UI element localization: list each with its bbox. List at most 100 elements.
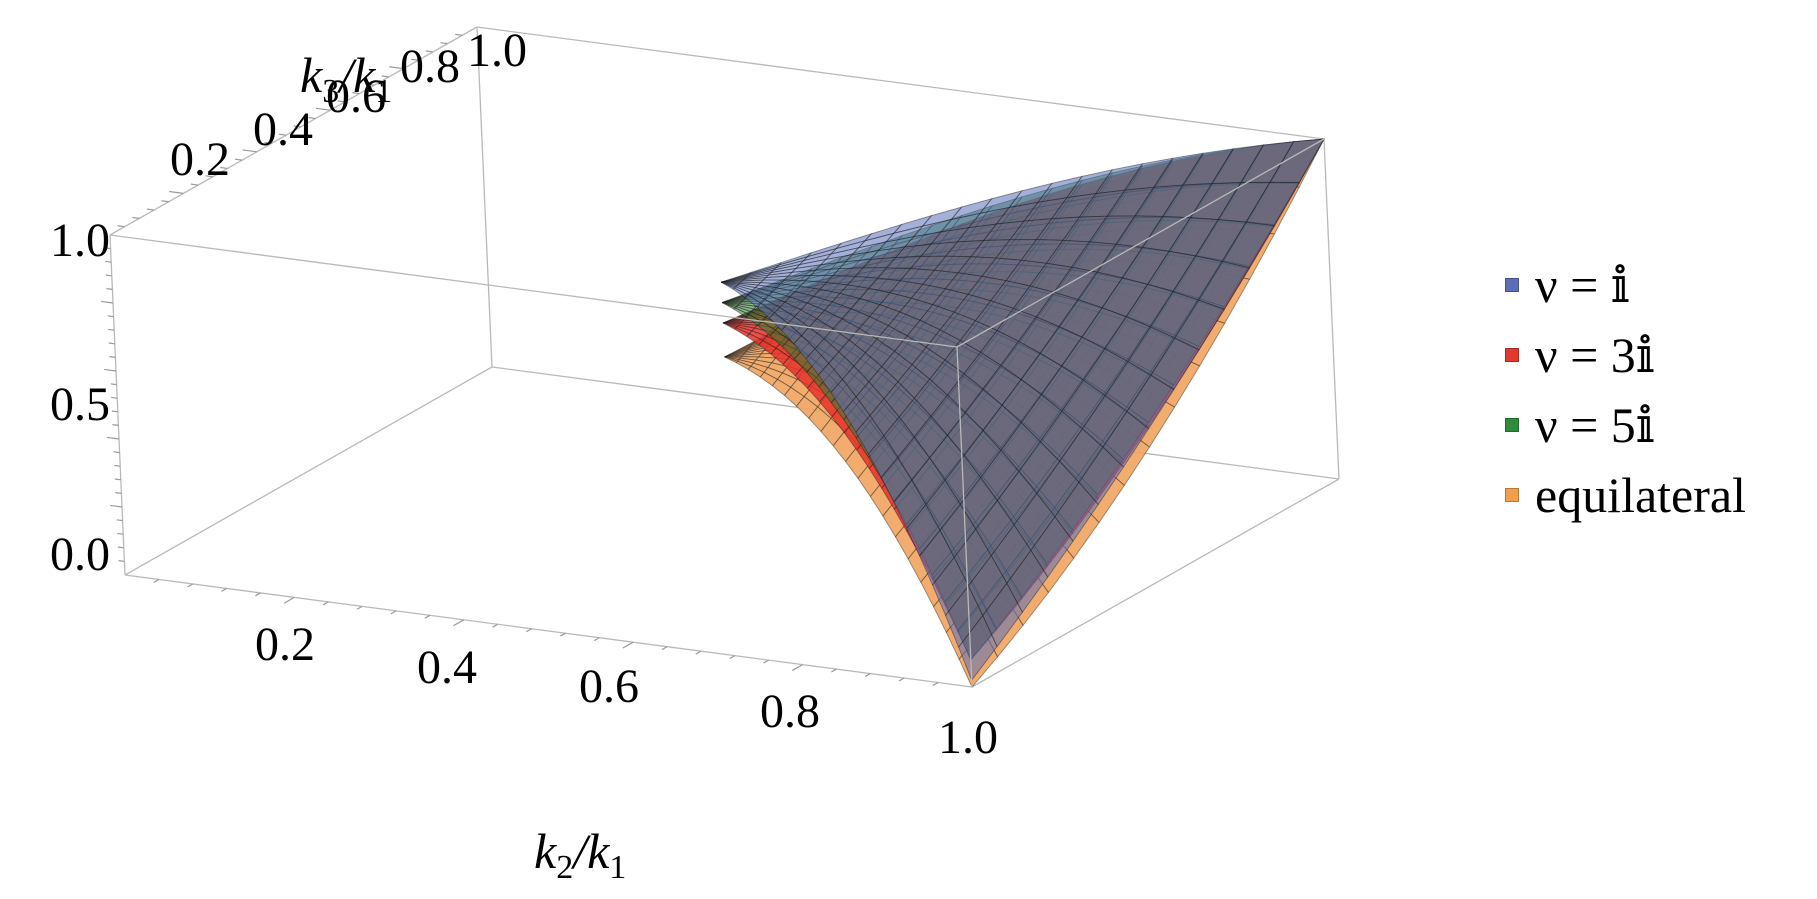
surface-patch bbox=[929, 227, 970, 245]
x-axis-tick bbox=[560, 632, 566, 637]
x-tick-label: 1.0 bbox=[938, 711, 998, 764]
z-axis-tick bbox=[108, 328, 115, 331]
z-axis-tick bbox=[107, 315, 114, 318]
z-axis-tick bbox=[114, 478, 121, 481]
y-axis-tick bbox=[169, 190, 184, 194]
surface-patch bbox=[721, 276, 748, 283]
x-axis-tick bbox=[661, 646, 668, 651]
surface-patch bbox=[912, 218, 953, 238]
y-axis-tick bbox=[220, 166, 228, 170]
x-axis-tick bbox=[390, 610, 397, 615]
surface-0 bbox=[720, 138, 1325, 682]
x-axis-tick bbox=[792, 664, 803, 671]
box-edge-back bbox=[109, 26, 478, 236]
x-tick-label: 0.4 bbox=[417, 641, 477, 694]
y-axis-tick bbox=[264, 141, 272, 145]
surface-patch bbox=[721, 274, 749, 283]
x-axis-tick bbox=[453, 619, 465, 627]
legend-item-nu-3i: ν = 3𝕚 bbox=[1505, 320, 1805, 390]
x-axis-label: k2/k1 bbox=[534, 823, 626, 886]
legend-item-equilateral: equilateral bbox=[1505, 460, 1805, 530]
legend-swatch bbox=[1505, 488, 1519, 502]
x-tick-label: 0.6 bbox=[579, 660, 639, 713]
surface-patch bbox=[1006, 549, 1049, 614]
box-edge-back bbox=[476, 26, 493, 368]
z-axis-tick bbox=[104, 247, 111, 250]
legend-label: ν = 3𝕚 bbox=[1535, 327, 1655, 383]
y-axis-tick bbox=[367, 83, 375, 86]
box-edge-front bbox=[109, 234, 958, 348]
z-axis-tick bbox=[110, 504, 123, 508]
x-tick-label: 0.2 bbox=[255, 618, 315, 671]
y-axis-tick bbox=[190, 183, 199, 186]
axis-ticks bbox=[101, 33, 939, 686]
surface-patch bbox=[724, 349, 748, 358]
x-axis-tick bbox=[729, 655, 736, 660]
z-axis-tick bbox=[114, 464, 121, 467]
surface-patch bbox=[944, 239, 985, 258]
x-axis-tick bbox=[622, 641, 634, 649]
surface-patch bbox=[1030, 515, 1074, 578]
legend-label: ν = 5𝕚 bbox=[1535, 397, 1655, 453]
surface-patch bbox=[724, 347, 750, 358]
surface-patch bbox=[857, 232, 896, 249]
surface-patch bbox=[724, 342, 754, 358]
surface-patch bbox=[814, 261, 847, 271]
z-tick-label: 0.0 bbox=[50, 528, 110, 581]
bounding-box-front bbox=[109, 138, 1325, 688]
surface-patch bbox=[1050, 193, 1097, 220]
x-axis-tick bbox=[492, 623, 498, 628]
surface-patch bbox=[894, 243, 932, 258]
box-edge-back bbox=[476, 26, 1325, 140]
surface-patch bbox=[1221, 221, 1275, 269]
y-axis-tick bbox=[278, 133, 287, 136]
surface-patch bbox=[1245, 181, 1300, 227]
surface-patch bbox=[721, 280, 744, 283]
z-tick-label: 0.5 bbox=[50, 378, 110, 431]
x-axis-tick bbox=[864, 673, 871, 677]
legend-swatch bbox=[1505, 418, 1519, 432]
y-axis-tick bbox=[293, 125, 301, 128]
legend-item-nu-1i: ν = 𝕚 bbox=[1505, 250, 1805, 320]
box-edge-back bbox=[1323, 138, 1340, 480]
surface-patch bbox=[721, 279, 745, 283]
box-edge-front bbox=[956, 138, 1325, 348]
z-axis-tick bbox=[108, 342, 115, 345]
x-axis-tick bbox=[526, 628, 532, 633]
z-axis-tick bbox=[107, 436, 120, 440]
y-axis-tick bbox=[242, 149, 257, 153]
y-tick-label: 0.4 bbox=[253, 103, 313, 156]
x-axis-tick bbox=[356, 605, 363, 610]
surface-patch bbox=[819, 254, 854, 266]
legend-swatch bbox=[1505, 278, 1519, 292]
z-axis-tick bbox=[104, 368, 117, 372]
y-axis-tick bbox=[381, 75, 389, 78]
x-axis-tick bbox=[695, 650, 702, 655]
bounding-box-back bbox=[109, 26, 1340, 688]
y-axis-tick bbox=[234, 158, 243, 161]
z-axis-tick bbox=[117, 532, 124, 535]
surface-patch bbox=[1023, 197, 1068, 222]
z-axis-tick bbox=[117, 546, 124, 549]
x-axis-tick bbox=[322, 601, 329, 606]
surface-patch bbox=[724, 343, 753, 358]
y-axis-tick bbox=[411, 58, 419, 61]
y-axis-tick bbox=[205, 175, 213, 178]
z-axis-tick bbox=[110, 383, 117, 386]
z-axis-tick bbox=[113, 451, 120, 454]
y-axis-tick bbox=[337, 100, 345, 103]
box-edge-back bbox=[124, 366, 493, 576]
surface-patch bbox=[742, 274, 770, 281]
z-axis-tick bbox=[118, 560, 125, 562]
x-axis-tick bbox=[593, 637, 600, 642]
surface-patch bbox=[724, 340, 755, 358]
surface-patch bbox=[778, 252, 812, 266]
z-axis-tick bbox=[101, 300, 114, 304]
legend-item-nu-5i: ν = 5𝕚 bbox=[1505, 390, 1805, 460]
surface-patch bbox=[721, 273, 751, 283]
z-axis-tick bbox=[106, 288, 113, 290]
y-axis-tick bbox=[425, 50, 434, 53]
surface-patch bbox=[884, 225, 924, 243]
box-edge-front bbox=[124, 574, 973, 688]
x-axis-tick bbox=[898, 677, 905, 682]
